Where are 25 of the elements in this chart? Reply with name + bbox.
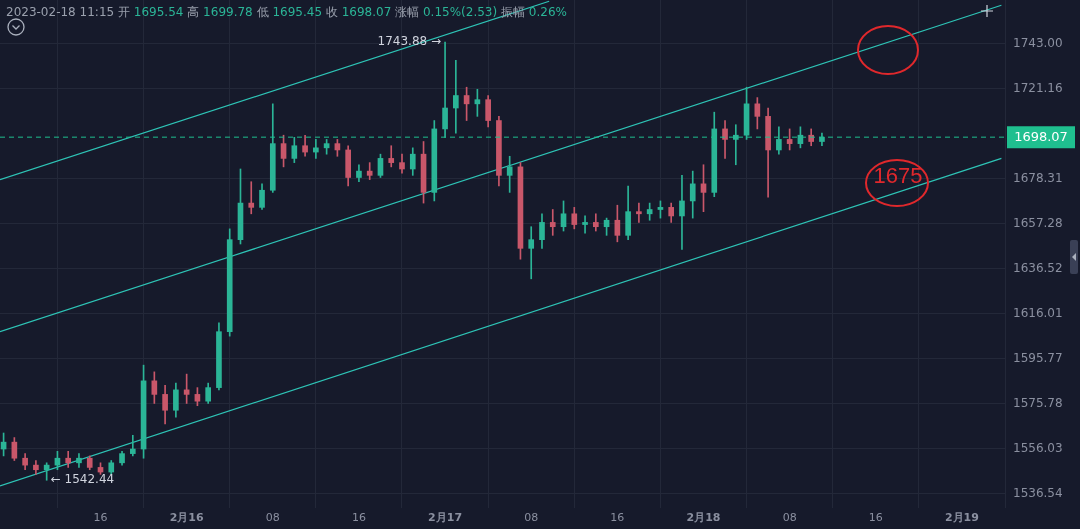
x-tick-label: 16 bbox=[868, 511, 883, 525]
annotation: ← 1542.44 bbox=[50, 472, 115, 487]
y-tick-label: 1678.31 bbox=[1013, 171, 1063, 186]
x-tick-label: 08 bbox=[782, 511, 797, 525]
y-tick-label: 1657.28 bbox=[1013, 216, 1063, 231]
x-tick-label: 2月18 bbox=[686, 511, 721, 525]
y-tick-label: 1575.78 bbox=[1013, 396, 1063, 411]
y-tick-label: 1743.00 bbox=[1013, 36, 1063, 51]
ref-line-label: 1698.07 bbox=[1014, 128, 1068, 144]
x-tick-label: 16 bbox=[351, 511, 366, 525]
y-tick-label: 1536.54 bbox=[1013, 486, 1063, 501]
x-tick-label: 08 bbox=[265, 511, 280, 525]
x-tick-label: 08 bbox=[524, 511, 539, 525]
x-tick-label: 2月16 bbox=[169, 511, 204, 525]
y-tick-label: 1595.77 bbox=[1013, 351, 1063, 366]
y-tick-label: 1616.01 bbox=[1013, 306, 1063, 321]
x-tick-label: 16 bbox=[93, 511, 108, 525]
x-tick-label: 16 bbox=[610, 511, 625, 525]
y-tick-label: 1721.16 bbox=[1013, 81, 1063, 96]
x-tick-label: 2月17 bbox=[428, 511, 463, 525]
y-tick-label: 1556.03 bbox=[1013, 441, 1063, 456]
y-tick-label: 1636.52 bbox=[1013, 261, 1063, 276]
annotation: 1743.88 → bbox=[377, 34, 442, 49]
x-tick-label: 2月19 bbox=[944, 511, 979, 525]
annotation: 1675 bbox=[872, 163, 924, 188]
